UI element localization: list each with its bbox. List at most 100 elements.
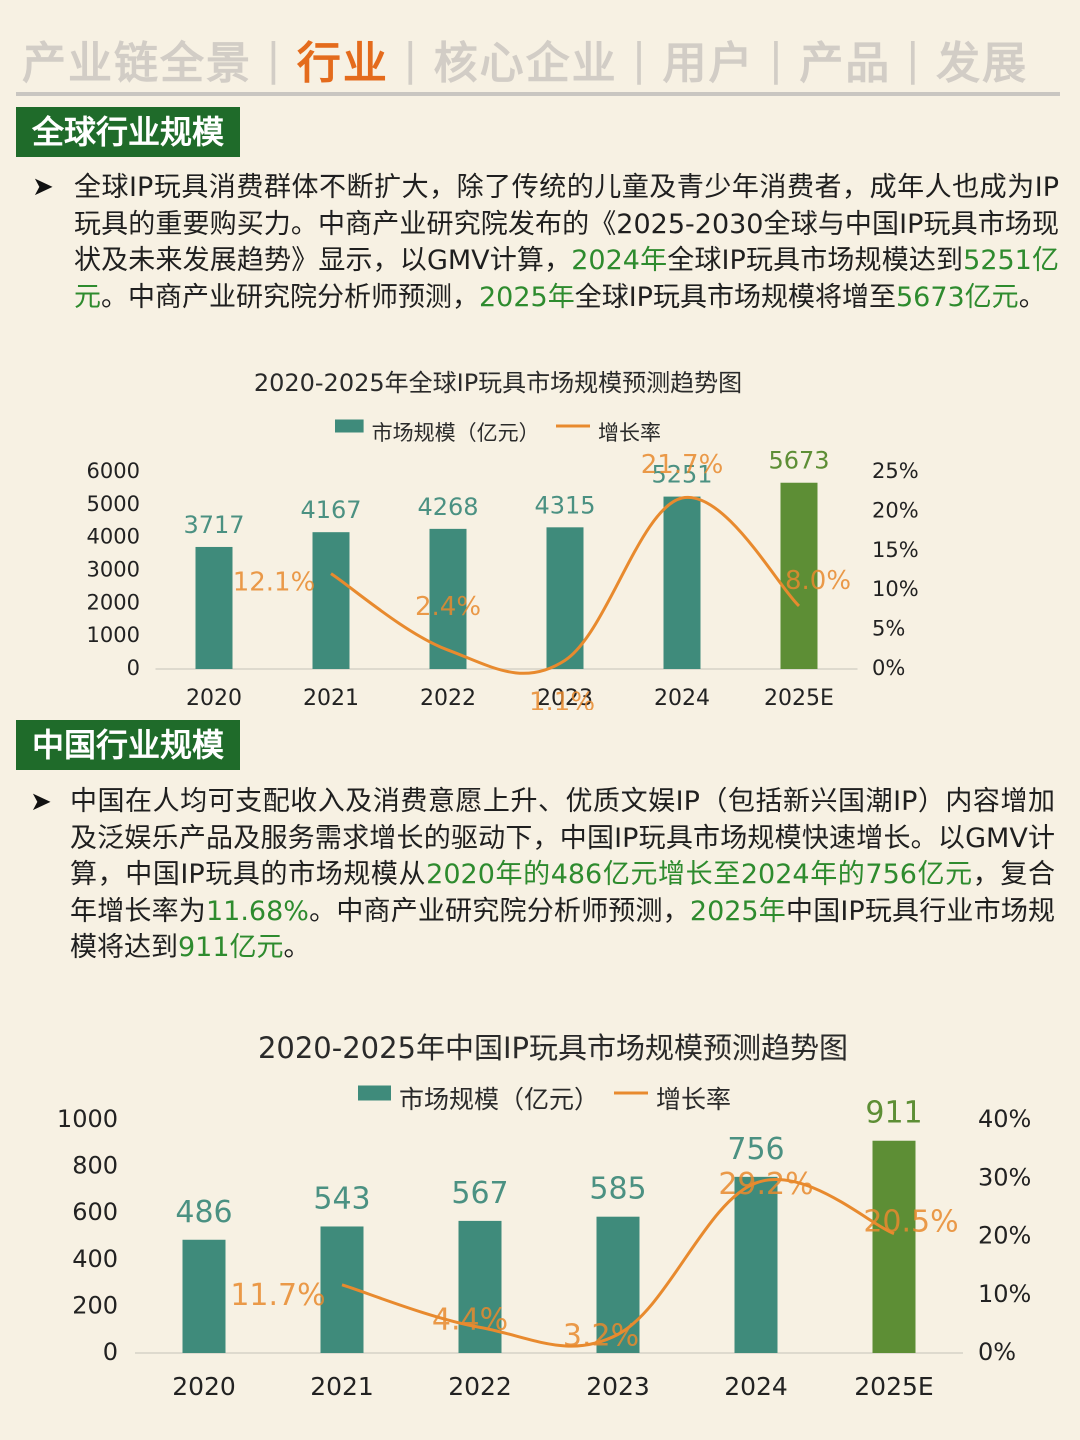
x-tick-label: 2024 bbox=[724, 1372, 788, 1401]
nav-item[interactable]: 用户 bbox=[662, 38, 755, 89]
y-left-tick-label: 0 bbox=[103, 1338, 118, 1366]
y-left-tick-label: 1000 bbox=[57, 1105, 118, 1133]
growth-rate-label: 29.2% bbox=[718, 1167, 813, 1202]
y-left-tick-label: 1000 bbox=[87, 623, 140, 647]
bar-value-label: 567 bbox=[451, 1176, 508, 1211]
highlight-text: 2025年 bbox=[479, 281, 575, 313]
highlight-text: 911亿元 bbox=[178, 932, 284, 963]
body-text: 全球IP玩具消费群体不断扩大，除了传统的儿童及青少年消费者，成年人也成为IP玩具… bbox=[74, 172, 1059, 276]
x-tick-label: 2024 bbox=[654, 686, 710, 710]
nav-item[interactable]: 核心企业 bbox=[433, 38, 618, 89]
x-tick-label: 2023 bbox=[586, 1372, 650, 1401]
body-text: 。 bbox=[283, 932, 311, 963]
legend-label-bar: 市场规模（亿元） bbox=[399, 1085, 599, 1114]
bar bbox=[182, 1239, 226, 1353]
legend-label-bar: 市场规模（亿元） bbox=[372, 421, 540, 445]
bar-value-label: 4167 bbox=[300, 496, 361, 524]
bar bbox=[780, 482, 818, 669]
highlight-text: 5251亿元 bbox=[74, 245, 1060, 313]
nav-separator: | bbox=[631, 33, 649, 85]
china-paragraph: 中国在人均可支配收入及消费意愿上升、优质文娱IP（包括新兴国潮IP）内容增加及泛… bbox=[70, 784, 1055, 967]
bar-value-label: 756 bbox=[727, 1132, 784, 1167]
bar bbox=[546, 527, 584, 669]
bar bbox=[734, 1176, 778, 1353]
y-left-tick-label: 5000 bbox=[87, 492, 140, 516]
bar-value-label: 5251 bbox=[651, 461, 712, 489]
x-tick-label: 2022 bbox=[448, 1372, 512, 1401]
highlight-text: 11.68% bbox=[205, 895, 309, 927]
growth-rate-line bbox=[341, 1178, 895, 1348]
bar bbox=[195, 546, 233, 669]
body-text: ，复合年增长率为 bbox=[70, 859, 1055, 927]
highlight-text: 2024年 bbox=[571, 245, 668, 276]
body-text: 中国IP玩具行业市场规模将达到 bbox=[70, 895, 1056, 964]
y-left-tick-label: 4000 bbox=[87, 525, 140, 549]
nav-separator: | bbox=[402, 33, 420, 85]
bar-value-label: 543 bbox=[313, 1181, 370, 1216]
chart-title: 2020-2025年中国IP玩具市场规模预测趋势图 bbox=[258, 1031, 848, 1065]
nav-separator: | bbox=[768, 33, 786, 85]
x-tick-label: 2025E bbox=[854, 1372, 933, 1401]
y-left-tick-label: 2000 bbox=[87, 590, 140, 614]
nav-divider bbox=[16, 92, 1060, 96]
chart-title: 2020-2025年全球IP玩具市场规模预测趋势图 bbox=[254, 369, 742, 397]
nav-item[interactable]: 产业链全景 bbox=[22, 38, 252, 89]
growth-rate-label: 4.4% bbox=[432, 1302, 508, 1337]
global-paragraph: 全球IP玩具消费群体不断扩大，除了传统的儿童及青少年消费者，成年人也成为IP玩具… bbox=[74, 170, 1059, 316]
bullet-icon: ➤ bbox=[32, 172, 54, 202]
growth-rate-line bbox=[330, 495, 801, 675]
growth-rate-label: 20.5% bbox=[863, 1205, 958, 1240]
nav-item[interactable]: 产品 bbox=[799, 38, 892, 89]
y-right-tick-label: 20% bbox=[872, 498, 919, 522]
section-tag-china: 中国行业规模 bbox=[16, 720, 241, 770]
x-tick-label: 2023 bbox=[537, 686, 593, 710]
y-right-tick-label: 15% bbox=[872, 538, 919, 562]
body-text: 。中商产业研究院分析师预测， bbox=[101, 281, 479, 313]
growth-rate-label: 2.4% bbox=[415, 592, 481, 622]
body-text: 。中商产业研究院分析师预测， bbox=[308, 895, 690, 927]
y-right-tick-label: 10% bbox=[872, 577, 919, 601]
x-tick-label: 2021 bbox=[303, 686, 359, 710]
bar bbox=[596, 1216, 640, 1353]
legend-swatch-bar bbox=[358, 1085, 391, 1101]
bar bbox=[663, 496, 701, 669]
highlight-text: 2025年 bbox=[689, 895, 786, 927]
x-tick-label: 2021 bbox=[310, 1372, 374, 1401]
y-right-tick-label: 5% bbox=[872, 617, 905, 641]
growth-rate-label: 12.1% bbox=[233, 568, 316, 598]
y-left-tick-label: 400 bbox=[72, 1245, 118, 1273]
body-text: 全球IP玩具市场规模达到 bbox=[667, 245, 964, 276]
y-right-tick-label: 40% bbox=[978, 1105, 1031, 1133]
y-left-tick-label: 200 bbox=[72, 1291, 118, 1319]
y-left-tick-label: 0 bbox=[127, 656, 140, 680]
body-text: 全球IP玩具市场规模将增至 bbox=[574, 281, 896, 313]
bar-value-label: 5673 bbox=[768, 447, 829, 475]
y-left-tick-label: 600 bbox=[72, 1198, 118, 1226]
x-tick-label: 2020 bbox=[172, 1372, 236, 1401]
bar-value-label: 4268 bbox=[417, 493, 478, 521]
y-right-tick-label: 10% bbox=[978, 1280, 1031, 1308]
y-right-tick-label: 0% bbox=[978, 1338, 1016, 1366]
legend-label-line: 增长率 bbox=[598, 421, 661, 445]
bar bbox=[872, 1140, 916, 1353]
top-nav: 产业链全景 | 行业 | 核心企业 | 用户 | 产品 | 发展 bbox=[22, 28, 1062, 90]
growth-rate-label: 8.0% bbox=[785, 566, 851, 596]
legend-swatch-bar bbox=[335, 419, 364, 433]
legend-label-line: 增长率 bbox=[656, 1085, 731, 1114]
x-tick-label: 2022 bbox=[420, 686, 476, 710]
highlight-text: 5673亿元 bbox=[895, 281, 1019, 313]
nav-item[interactable]: 行业 bbox=[296, 38, 389, 89]
bar bbox=[312, 532, 350, 669]
bullet-icon: ➤ bbox=[30, 787, 52, 817]
body-text: 中国在人均可支配收入及消费意愿上升、优质文娱IP（包括新兴国潮IP）内容增加及泛… bbox=[70, 786, 1055, 890]
nav-item[interactable]: 发展 bbox=[936, 38, 1029, 89]
x-tick-label: 2025E bbox=[764, 686, 834, 710]
growth-rate-label: 21.7% bbox=[641, 450, 724, 480]
nav-separator: | bbox=[266, 33, 283, 85]
bar-value-label: 3717 bbox=[183, 511, 244, 539]
nav-separator: | bbox=[905, 33, 923, 85]
growth-rate-label: 3.2% bbox=[563, 1318, 639, 1353]
growth-rate-label: 1.1% bbox=[529, 687, 595, 710]
